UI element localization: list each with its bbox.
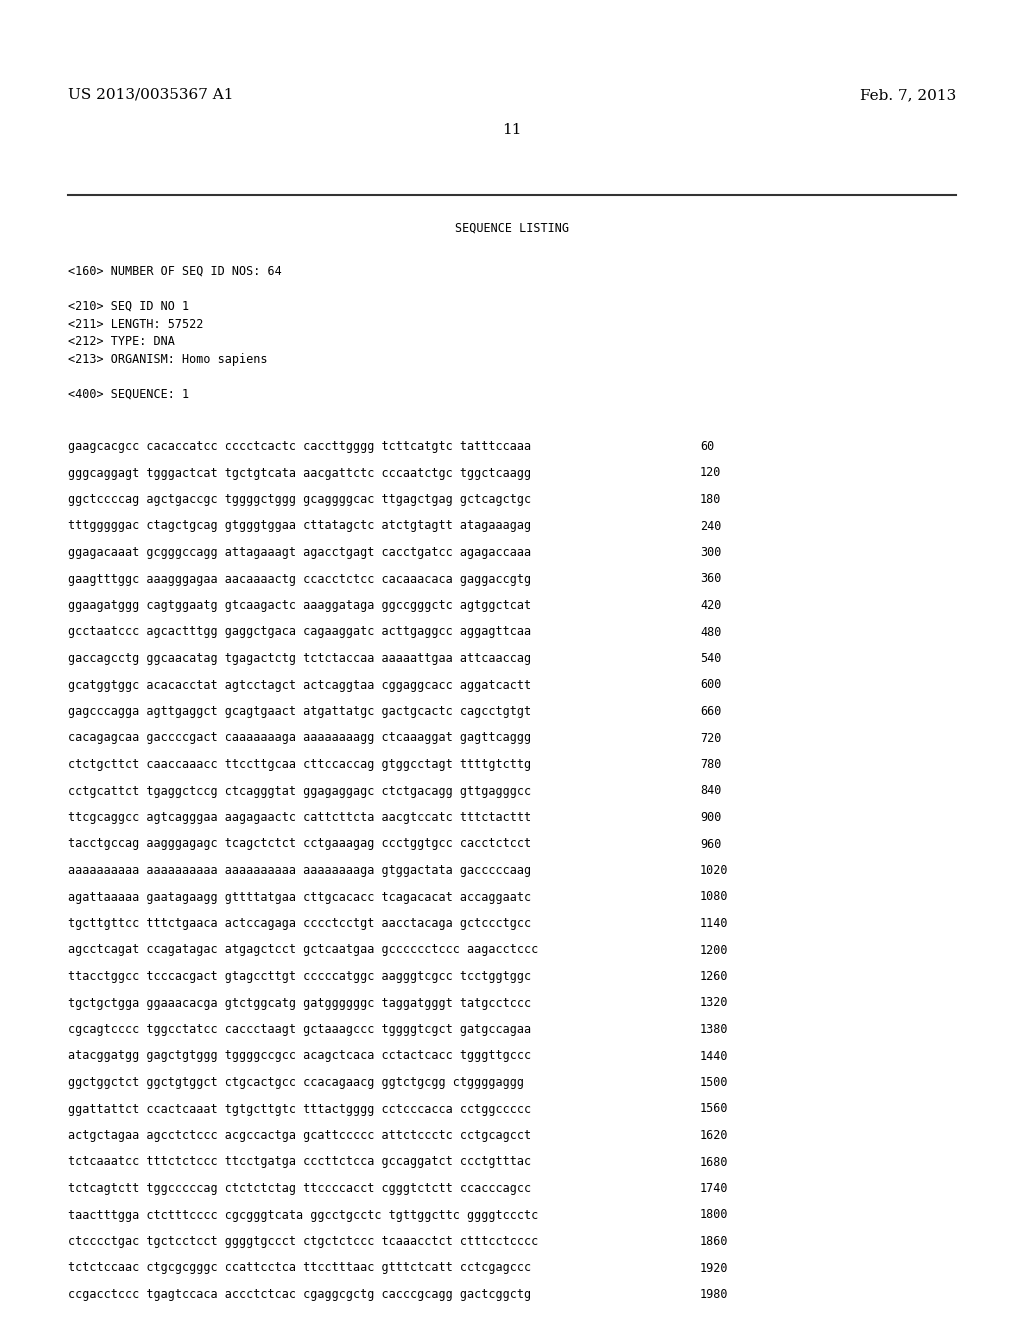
Text: 300: 300: [700, 546, 721, 558]
Text: agcctcagat ccagatagac atgagctcct gctcaatgaa gcccccctccc aagacctccc: agcctcagat ccagatagac atgagctcct gctcaat…: [68, 944, 539, 957]
Text: <211> LENGTH: 57522: <211> LENGTH: 57522: [68, 318, 204, 330]
Text: cctgcattct tgaggctccg ctcagggtat ggagaggagc ctctgacagg gttgagggcc: cctgcattct tgaggctccg ctcagggtat ggagagg…: [68, 784, 531, 797]
Text: 420: 420: [700, 599, 721, 612]
Text: 1920: 1920: [700, 1262, 728, 1275]
Text: 960: 960: [700, 837, 721, 850]
Text: agattaaaaa gaatagaagg gttttatgaa cttgcacacc tcagacacat accaggaatc: agattaaaaa gaatagaagg gttttatgaa cttgcac…: [68, 891, 531, 903]
Text: SEQUENCE LISTING: SEQUENCE LISTING: [455, 222, 569, 235]
Text: 1140: 1140: [700, 917, 728, 931]
Text: ccgacctccc tgagtccaca accctctcac cgaggcgctg cacccgcagg gactcggctg: ccgacctccc tgagtccaca accctctcac cgaggcg…: [68, 1288, 531, 1302]
Text: 1440: 1440: [700, 1049, 728, 1063]
Text: 1620: 1620: [700, 1129, 728, 1142]
Text: tgctgctgga ggaaacacga gtctggcatg gatggggggc taggatgggt tatgcctccc: tgctgctgga ggaaacacga gtctggcatg gatgggg…: [68, 997, 531, 1010]
Text: gcatggtggc acacacctat agtcctagct actcaggtaa cggaggcacc aggatcactt: gcatggtggc acacacctat agtcctagct actcagg…: [68, 678, 531, 692]
Text: gggcaggagt tgggactcat tgctgtcata aacgattctc cccaatctgc tggctcaagg: gggcaggagt tgggactcat tgctgtcata aacgatt…: [68, 466, 531, 479]
Text: 1260: 1260: [700, 970, 728, 983]
Text: 540: 540: [700, 652, 721, 665]
Text: 1560: 1560: [700, 1102, 728, 1115]
Text: 120: 120: [700, 466, 721, 479]
Text: tgcttgttcc tttctgaaca actccagaga cccctcctgt aacctacaga gctccctgcc: tgcttgttcc tttctgaaca actccagaga cccctcc…: [68, 917, 531, 931]
Text: 660: 660: [700, 705, 721, 718]
Text: 1020: 1020: [700, 865, 728, 876]
Text: 240: 240: [700, 520, 721, 532]
Text: 780: 780: [700, 758, 721, 771]
Text: Feb. 7, 2013: Feb. 7, 2013: [860, 88, 956, 102]
Text: 1680: 1680: [700, 1155, 728, 1168]
Text: ggctggctct ggctgtggct ctgcactgcc ccacagaacg ggtctgcgg ctggggaggg: ggctggctct ggctgtggct ctgcactgcc ccacaga…: [68, 1076, 524, 1089]
Text: 1860: 1860: [700, 1236, 728, 1247]
Text: ttacctggcc tcccacgact gtagccttgt cccccatggc aagggtcgcc tcctggtggc: ttacctggcc tcccacgact gtagccttgt cccccat…: [68, 970, 531, 983]
Text: actgctagaa agcctctccc acgccactga gcattccccc attctccctc cctgcagcct: actgctagaa agcctctccc acgccactga gcattcc…: [68, 1129, 531, 1142]
Text: 180: 180: [700, 492, 721, 506]
Text: 900: 900: [700, 810, 721, 824]
Text: atacggatgg gagctgtggg tggggccgcc acagctcaca cctactcacc tgggttgccc: atacggatgg gagctgtggg tggggccgcc acagctc…: [68, 1049, 531, 1063]
Text: 60: 60: [700, 440, 715, 453]
Text: 600: 600: [700, 678, 721, 692]
Text: ctctgcttct caaccaaacc ttccttgcaa cttccaccag gtggcctagt ttttgtcttg: ctctgcttct caaccaaacc ttccttgcaa cttccac…: [68, 758, 531, 771]
Text: aaaaaaaaaa aaaaaaaaaa aaaaaaaaaa aaaaaaaaga gtggactata gacccccaag: aaaaaaaaaa aaaaaaaaaa aaaaaaaaaa aaaaaaa…: [68, 865, 531, 876]
Text: <210> SEQ ID NO 1: <210> SEQ ID NO 1: [68, 300, 189, 313]
Text: 1320: 1320: [700, 997, 728, 1010]
Text: ggattattct ccactcaaat tgtgcttgtc tttactgggg cctcccacca cctggccccc: ggattattct ccactcaaat tgtgcttgtc tttactg…: [68, 1102, 531, 1115]
Text: 1080: 1080: [700, 891, 728, 903]
Text: 360: 360: [700, 573, 721, 586]
Text: <213> ORGANISM: Homo sapiens: <213> ORGANISM: Homo sapiens: [68, 352, 267, 366]
Text: cacagagcaa gaccccgact caaaaaaaga aaaaaaaagg ctcaaaggat gagttcaggg: cacagagcaa gaccccgact caaaaaaaga aaaaaaa…: [68, 731, 531, 744]
Text: 1800: 1800: [700, 1209, 728, 1221]
Text: <160> NUMBER OF SEQ ID NOS: 64: <160> NUMBER OF SEQ ID NOS: 64: [68, 265, 282, 279]
Text: 840: 840: [700, 784, 721, 797]
Text: gaagcacgcc cacaccatcc cccctcactc caccttgggg tcttcatgtc tatttccaaa: gaagcacgcc cacaccatcc cccctcactc caccttg…: [68, 440, 531, 453]
Text: gagcccagga agttgaggct gcagtgaact atgattatgc gactgcactc cagcctgtgt: gagcccagga agttgaggct gcagtgaact atgatta…: [68, 705, 531, 718]
Text: 720: 720: [700, 731, 721, 744]
Text: 480: 480: [700, 626, 721, 639]
Text: tacctgccag aagggagagc tcagctctct cctgaaagag ccctggtgcc cacctctcct: tacctgccag aagggagagc tcagctctct cctgaaa…: [68, 837, 531, 850]
Text: US 2013/0035367 A1: US 2013/0035367 A1: [68, 88, 233, 102]
Text: 11: 11: [502, 123, 522, 137]
Text: 1200: 1200: [700, 944, 728, 957]
Text: taactttgga ctctttcccc cgcgggtcata ggcctgcctc tgttggcttc ggggtccctc: taactttgga ctctttcccc cgcgggtcata ggcctg…: [68, 1209, 539, 1221]
Text: 1380: 1380: [700, 1023, 728, 1036]
Text: ggctccccag agctgaccgc tggggctggg gcaggggcac ttgagctgag gctcagctgc: ggctccccag agctgaccgc tggggctggg gcagggg…: [68, 492, 531, 506]
Text: <212> TYPE: DNA: <212> TYPE: DNA: [68, 335, 175, 348]
Text: 1740: 1740: [700, 1181, 728, 1195]
Text: ttcgcaggcc agtcagggaa aagagaactc cattcttcta aacgtccatc tttctacttt: ttcgcaggcc agtcagggaa aagagaactc cattctt…: [68, 810, 531, 824]
Text: tctctccaac ctgcgcgggc ccattcctca ttcctttaac gtttctcatt cctcgagccc: tctctccaac ctgcgcgggc ccattcctca ttccttt…: [68, 1262, 531, 1275]
Text: 1500: 1500: [700, 1076, 728, 1089]
Text: tctcaaatcc tttctctccc ttcctgatga cccttctcca gccaggatct ccctgtttac: tctcaaatcc tttctctccc ttcctgatga cccttct…: [68, 1155, 531, 1168]
Text: tctcagtctt tggcccccag ctctctctag ttccccacct cgggtctctt ccacccagcc: tctcagtctt tggcccccag ctctctctag ttcccca…: [68, 1181, 531, 1195]
Text: gcctaatccc agcactttgg gaggctgaca cagaaggatc acttgaggcc aggagttcaa: gcctaatccc agcactttgg gaggctgaca cagaagg…: [68, 626, 531, 639]
Text: 1980: 1980: [700, 1288, 728, 1302]
Text: gaagtttggc aaagggagaa aacaaaactg ccacctctcc cacaaacaca gaggaccgtg: gaagtttggc aaagggagaa aacaaaactg ccacctc…: [68, 573, 531, 586]
Text: ggaagatggg cagtggaatg gtcaagactc aaaggataga ggccgggctc agtggctcat: ggaagatggg cagtggaatg gtcaagactc aaaggat…: [68, 599, 531, 612]
Text: ctcccctgac tgctcctcct ggggtgccct ctgctctccc tcaaacctct ctttcctcccc: ctcccctgac tgctcctcct ggggtgccct ctgctct…: [68, 1236, 539, 1247]
Text: tttgggggac ctagctgcag gtgggtggaa cttatagctc atctgtagtt atagaaagag: tttgggggac ctagctgcag gtgggtggaa cttatag…: [68, 520, 531, 532]
Text: <400> SEQUENCE: 1: <400> SEQUENCE: 1: [68, 388, 189, 400]
Text: ggagacaaat gcgggccagg attagaaagt agacctgagt cacctgatcc agagaccaaa: ggagacaaat gcgggccagg attagaaagt agacctg…: [68, 546, 531, 558]
Text: cgcagtcccc tggcctatcc caccctaagt gctaaagccc tggggtcgct gatgccagaa: cgcagtcccc tggcctatcc caccctaagt gctaaag…: [68, 1023, 531, 1036]
Text: gaccagcctg ggcaacatag tgagactctg tctctaccaa aaaaattgaa attcaaccag: gaccagcctg ggcaacatag tgagactctg tctctac…: [68, 652, 531, 665]
